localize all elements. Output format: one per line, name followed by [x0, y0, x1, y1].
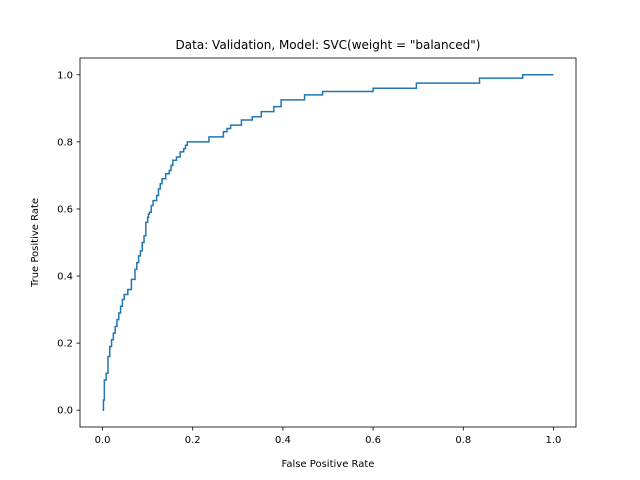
y-tick-label: 1.0	[57, 70, 73, 81]
x-tick-label: 0.2	[185, 435, 201, 446]
y-axis-label: True Positive Rate	[30, 198, 41, 288]
y-tick-label: 0.0	[57, 406, 73, 417]
ticks-layer: 0.0 0.2 0.4 0.6 0.8 1.0 0.0 0.2 0.4 0.6 0.8 1.0	[57, 70, 561, 446]
y-tick-label: 0.4	[57, 272, 73, 283]
roc-curve-line	[102, 74, 554, 411]
y-tick-label: 0.8	[57, 137, 73, 148]
x-tick-label: 1.0	[546, 435, 562, 446]
y-tick-label: 0.2	[57, 339, 73, 350]
x-tick-label: 0.0	[95, 435, 111, 446]
x-tick-label: 0.8	[455, 435, 471, 446]
x-tick-label: 0.6	[365, 435, 381, 446]
x-axis-label: False Positive Rate	[282, 459, 375, 470]
plot-frame	[79, 57, 577, 428]
x-tick-label: 0.4	[275, 435, 291, 446]
chart-title: Data: Validation, Model: SVC(weight = "b…	[176, 38, 481, 52]
y-tick-label: 0.6	[57, 204, 73, 215]
